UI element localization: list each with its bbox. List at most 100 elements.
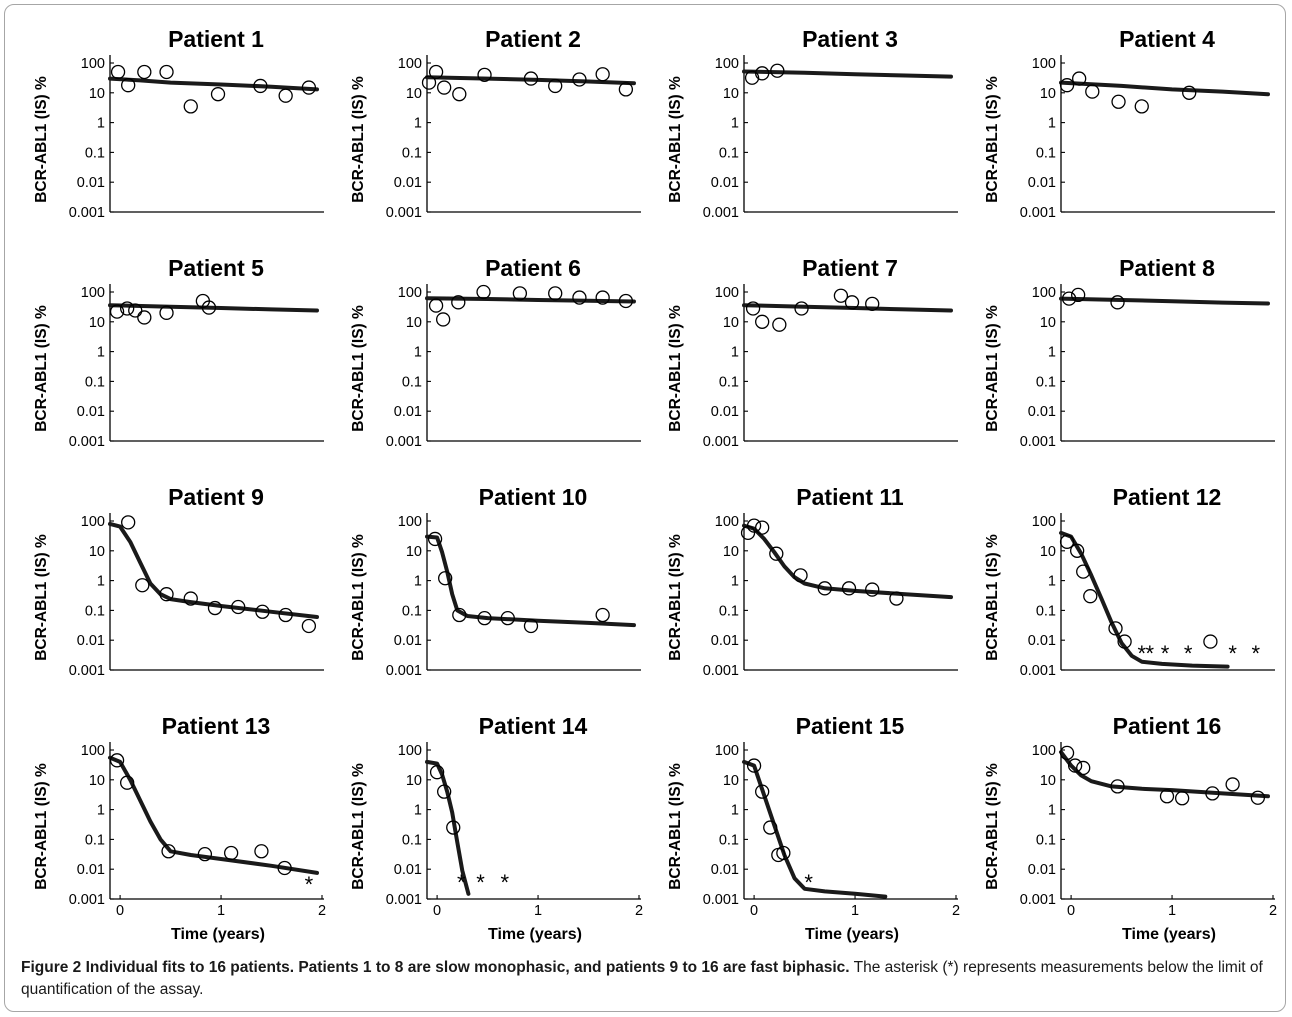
y-tick-label: 0.001 (69, 434, 105, 450)
y-tick-label: 1 (414, 345, 422, 361)
x-tick-label: 0 (433, 903, 441, 919)
observed-point (772, 317, 787, 332)
observed-point (277, 860, 292, 876)
y-axis-label: BCR-ABL1 (IS) % (984, 76, 1001, 203)
observed-point (1134, 99, 1149, 114)
x-axis-label: Time (years) (171, 926, 265, 943)
y-tick-label: 100 (1032, 743, 1056, 759)
observed-point (1061, 291, 1077, 306)
observed-point (301, 80, 317, 95)
y-axis-label: BCR-ABL1 (IS) % (667, 305, 684, 432)
blq-asterisk: * (1161, 641, 1170, 666)
y-tick-label: 0.001 (1020, 663, 1056, 679)
observed-point (278, 607, 293, 623)
y-tick-label: 0.01 (394, 404, 422, 420)
y-axis-label: BCR-ABL1 (IS) % (350, 305, 367, 432)
observed-point (1071, 287, 1086, 303)
panel-patient-1: Patient 1 BCR-ABL1 (IS) % 0.001 0.01 0.1 1 10 1… (33, 26, 324, 221)
y-tick-label: 0.1 (402, 603, 422, 619)
observed-point (744, 70, 760, 85)
panel-title: Patient 13 (162, 713, 271, 739)
panel-patient-3: Patient 3 BCR-ABL1 (IS) % 0.001 0.01 0.1 1 10 1… (667, 26, 958, 221)
y-axis-label: BCR-ABL1 (IS) % (667, 76, 684, 203)
y-tick-label: 0.001 (69, 892, 105, 908)
observed-point (865, 582, 880, 597)
observed-point (437, 784, 452, 799)
observed-point (429, 765, 445, 780)
y-tick-label: 0.001 (703, 892, 739, 908)
observed-point (755, 66, 770, 81)
observed-point (841, 581, 857, 596)
panel-title: Patient 11 (796, 484, 904, 510)
y-tick-label: 100 (715, 285, 739, 301)
observed-point (618, 293, 634, 309)
model-fit-curve (1059, 296, 1270, 306)
y-tick-label: 100 (398, 743, 422, 759)
model-fit-curve (742, 759, 888, 899)
y-axis-label: BCR-ABL1 (IS) % (350, 534, 367, 661)
y-tick-label: 10 (723, 773, 739, 789)
observed-point (254, 844, 269, 859)
observed-point (121, 78, 136, 93)
panel-title: Patient 4 (1119, 26, 1215, 52)
y-tick-label: 0.001 (1020, 205, 1056, 221)
observed-point (231, 599, 246, 615)
panel-patient-11: Patient 11 BCR-ABL1 (IS) % 0.001 0.01 0.1 1 10… (667, 484, 958, 679)
observed-point (210, 87, 226, 102)
observed-point (572, 72, 587, 87)
observed-point (428, 64, 444, 80)
blq-asterisk: * (1252, 641, 1261, 666)
y-tick-label: 100 (398, 514, 422, 530)
observed-point (512, 286, 528, 301)
observed-point (437, 80, 452, 95)
y-tick-label: 1 (1048, 574, 1056, 590)
observed-point (755, 314, 770, 329)
model-fit-curve (425, 534, 636, 628)
observed-point (746, 758, 762, 773)
blq-asterisk: * (804, 870, 813, 895)
y-tick-label: 0.1 (1036, 374, 1056, 390)
y-tick-label: 0.1 (1036, 603, 1056, 619)
y-tick-label: 10 (1040, 315, 1056, 331)
panel-patient-7: Patient 7 BCR-ABL1 (IS) % 0.001 0.01 0.1 1 10 1… (667, 255, 958, 450)
observed-point (1070, 543, 1085, 558)
y-tick-label: 0.1 (402, 374, 422, 390)
observed-point (1085, 84, 1100, 99)
y-tick-label: 10 (406, 544, 422, 560)
y-tick-label: 100 (1032, 514, 1056, 530)
observed-point (436, 312, 451, 327)
y-tick-label: 0.1 (85, 832, 105, 848)
observed-point (770, 63, 785, 78)
y-tick-label: 10 (723, 544, 739, 560)
blq-asterisk: * (476, 870, 485, 895)
observed-point (446, 820, 461, 835)
y-tick-label: 100 (398, 285, 422, 301)
y-tick-label: 0.1 (402, 145, 422, 161)
panel-title: Patient 8 (1119, 255, 1215, 281)
observed-point (769, 546, 784, 561)
y-tick-label: 0.01 (1028, 175, 1056, 191)
panel-patient-6: Patient 6 BCR-ABL1 (IS) % 0.001 0.01 0.1 1 10 1… (350, 255, 641, 450)
observed-point (1072, 71, 1087, 86)
x-tick-label: 1 (851, 903, 859, 919)
observed-point (427, 531, 443, 547)
observed-point (161, 844, 176, 859)
y-tick-label: 10 (406, 773, 422, 789)
observed-point (889, 591, 904, 606)
observed-point (523, 71, 539, 86)
y-tick-label: 0.01 (394, 175, 422, 191)
model-fit-curve (1059, 530, 1230, 669)
y-tick-label: 10 (406, 315, 422, 331)
observed-point (1076, 564, 1091, 579)
observed-point (755, 784, 770, 799)
observed-point (428, 298, 444, 313)
model-fit-curve (108, 76, 319, 92)
observed-point (109, 304, 125, 319)
model-fit-curve (108, 755, 319, 875)
y-tick-label: 100 (81, 514, 105, 530)
observed-point (548, 286, 563, 301)
